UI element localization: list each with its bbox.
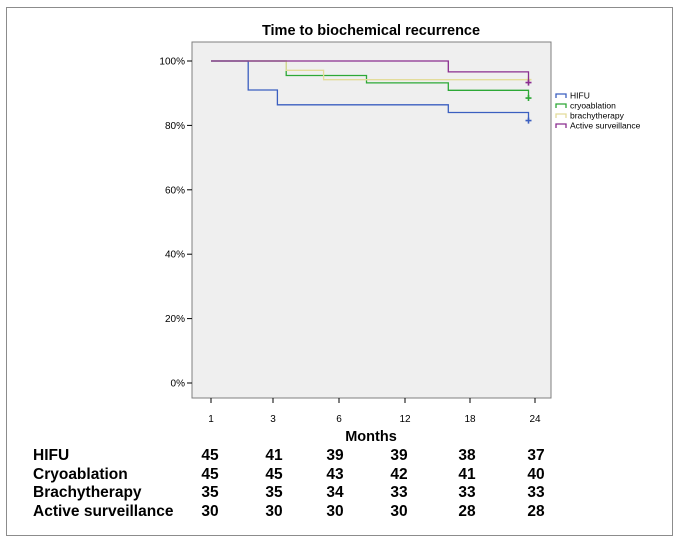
x-tick-label: 6 <box>336 414 342 425</box>
series-line-hifu <box>211 60 530 121</box>
y-tick-label: 100% <box>159 57 185 68</box>
legend-swatch <box>555 123 567 128</box>
censor-mark <box>525 117 532 124</box>
x-axis-label: Months <box>345 429 397 445</box>
series-layer <box>211 60 532 124</box>
y-tick-label: 0% <box>171 379 186 390</box>
censor-mark <box>525 79 532 86</box>
chart-title: Time to biochemical recurrence <box>262 23 480 39</box>
series-line-active-surveillance <box>211 60 530 83</box>
legend-entry: cryoablation <box>570 101 616 111</box>
legend-swatch <box>555 113 567 118</box>
y-tick-label: 20% <box>165 314 185 325</box>
y-tick-label: 60% <box>165 185 185 196</box>
x-tick-label: 3 <box>270 414 276 425</box>
y-tick-label: 80% <box>165 121 185 132</box>
legend-swatch <box>555 103 567 108</box>
legend-swatch <box>555 93 567 98</box>
x-tick-label: 18 <box>464 414 476 425</box>
censor-mark <box>525 95 532 102</box>
legend-entry: Active surveillance <box>570 121 641 131</box>
y-tick-label: 40% <box>165 250 185 261</box>
x-tick-label: 24 <box>529 414 541 425</box>
figure-frame <box>6 7 673 536</box>
plot-area <box>191 41 552 399</box>
x-tick-label: 1 <box>208 414 214 425</box>
legend-entry: brachytherapy <box>570 111 625 121</box>
legend-entry: HIFU <box>570 91 590 101</box>
x-tick-label: 12 <box>399 414 411 425</box>
axes: 100% 80% 60% 40% 20% 0% 1 3 6 12 18 24 <box>159 57 541 426</box>
